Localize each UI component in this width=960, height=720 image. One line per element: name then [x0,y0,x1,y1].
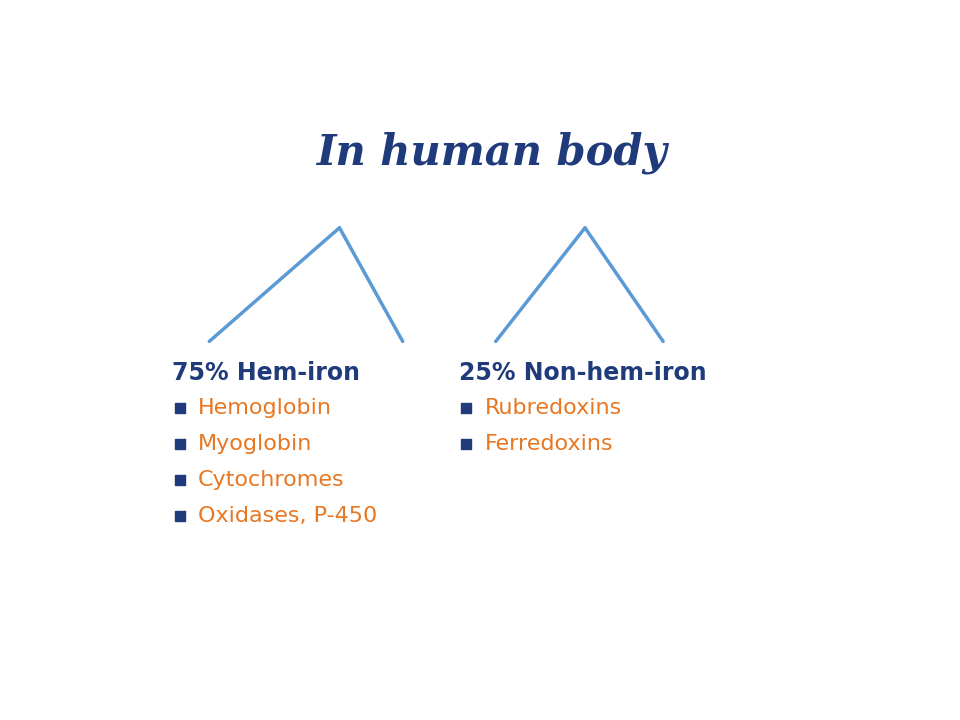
Text: In human body: In human body [317,132,667,174]
Point [458,402,473,414]
Point [172,474,187,486]
Point [172,438,187,450]
Text: Ferredoxins: Ferredoxins [485,434,613,454]
Point [458,438,473,450]
Text: Cytochromes: Cytochromes [198,470,345,490]
Text: Oxidases, P-450: Oxidases, P-450 [198,506,377,526]
Text: 25% Non-hem-iron: 25% Non-hem-iron [459,361,707,384]
Text: 75% Hem-iron: 75% Hem-iron [172,361,360,384]
Point [172,402,187,414]
Text: Rubredoxins: Rubredoxins [485,398,622,418]
Point [172,510,187,522]
Text: Myoglobin: Myoglobin [198,434,313,454]
Text: Hemoglobin: Hemoglobin [198,398,332,418]
